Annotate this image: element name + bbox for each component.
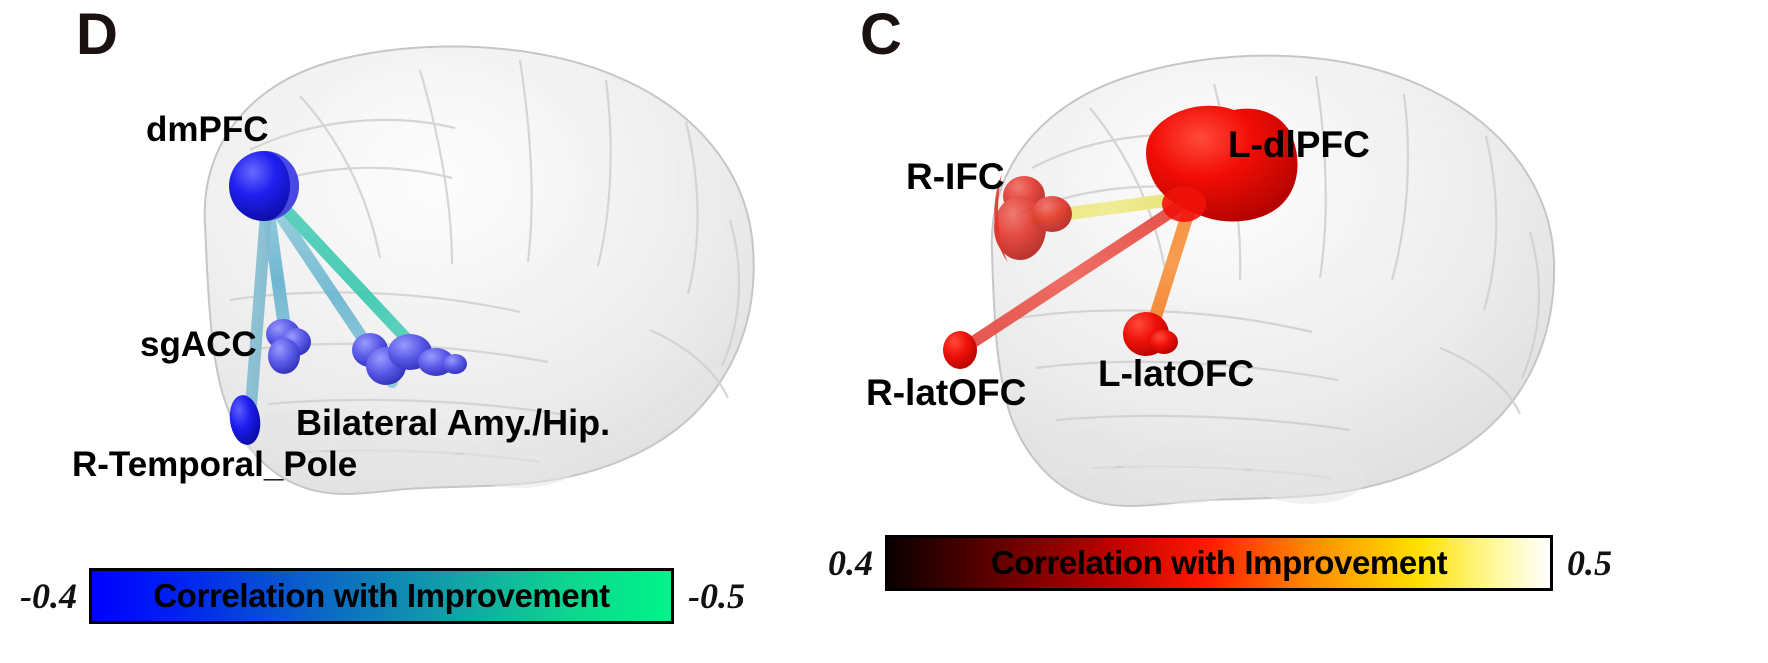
node-sgacc <box>266 319 311 374</box>
panel-letter-c: C <box>860 2 902 67</box>
brain-render-d <box>203 45 755 495</box>
panel-d: D <box>20 2 755 624</box>
node-dmpfc <box>229 151 299 221</box>
roi-label-r-latofc: R-latOFC <box>866 372 1027 413</box>
colorbar-c-title: Correlation with Improvement <box>990 544 1448 581</box>
roi-label-l-dlpfc: L-dlPFC <box>1228 124 1370 165</box>
edge-rlatofc-ldlpfc <box>958 200 1186 354</box>
node-l-latofc <box>1123 312 1178 356</box>
colorbar-d: -0.4 Correlation with Improvement -0.5 <box>20 568 745 624</box>
colorbar-d-min-label: -0.4 <box>20 576 77 616</box>
colorbar-d-max-label: -0.5 <box>688 576 745 616</box>
roi-label-l-latofc: L-latOFC <box>1098 353 1255 394</box>
edge-dmpfc-temporalpole <box>244 208 272 424</box>
glass-brain-shape-d <box>203 45 755 495</box>
panel-letter-d: D <box>76 2 118 67</box>
roi-label-r-temporal-pole: R-Temporal_Pole <box>72 445 358 484</box>
glass-brain-shape-c <box>990 54 1556 507</box>
colorbar-d-gradient: Correlation with Improvement <box>89 568 674 624</box>
colorbar-c-min-label: 0.4 <box>828 543 873 583</box>
node-r-temporal-pole <box>229 395 261 445</box>
roi-nodes-d <box>229 151 467 445</box>
panel-c: C <box>828 0 1768 663</box>
brain-render-c <box>943 54 1556 507</box>
roi-label-r-ifc: R-IFC <box>906 156 1005 197</box>
colorbar-c-gradient: Correlation with Improvement <box>885 535 1553 591</box>
roi-label-bilateral-amy-hip: Bilateral Amy./Hip. <box>296 402 611 443</box>
node-r-latofc <box>943 331 977 369</box>
colorbar-c: 0.4 Correlation with Improvement 0.5 <box>828 535 1612 591</box>
colorbar-c-max-label: 0.5 <box>1567 543 1612 583</box>
colorbar-d-title: Correlation with Improvement <box>153 577 610 614</box>
node-r-ifc <box>994 174 1072 262</box>
roi-label-sgacc: sgACC <box>140 325 257 364</box>
roi-label-dmpfc: dmPFC <box>146 110 269 149</box>
node-l-dlpfc <box>1146 105 1298 222</box>
roi-nodes-c <box>943 105 1298 369</box>
node-bilateral-amy-hip <box>352 333 467 385</box>
